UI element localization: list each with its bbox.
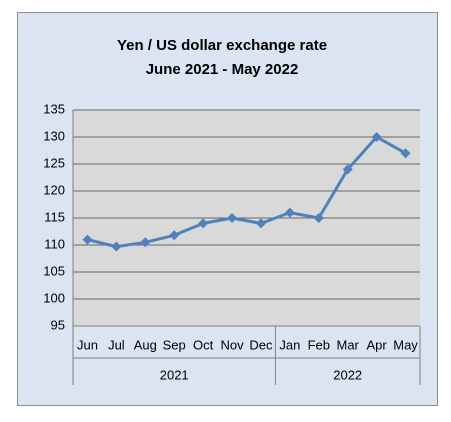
y-tick-label: 130 xyxy=(43,128,65,143)
data-point xyxy=(82,234,93,245)
x-tick-label: May xyxy=(393,337,418,352)
data-point xyxy=(140,237,151,248)
data-point xyxy=(227,213,238,223)
y-tick-label: 135 xyxy=(43,101,65,116)
y-tick-label: 100 xyxy=(43,290,65,305)
x-tick-label: Feb xyxy=(308,337,330,352)
data-point xyxy=(284,207,295,218)
y-tick-label: 115 xyxy=(44,209,65,224)
data-point xyxy=(169,230,180,241)
data-point xyxy=(400,148,411,159)
data-point xyxy=(198,218,209,229)
x-tick-label: Jul xyxy=(108,337,125,352)
group-label: 2022 xyxy=(333,367,362,382)
chart-title: Yen / US dollar exchange rate xyxy=(117,37,327,54)
data-point xyxy=(313,213,324,223)
x-tick-label: Mar xyxy=(337,337,360,352)
y-tick-label: 110 xyxy=(44,236,65,251)
x-tick-label: Sep xyxy=(163,337,186,352)
y-tick-label: 120 xyxy=(43,182,65,197)
series-line xyxy=(87,135,407,249)
x-tick-label: Jan xyxy=(279,337,300,352)
y-tick-label: 105 xyxy=(43,263,65,278)
group-label: 2021 xyxy=(160,367,189,382)
chart-subtitle: June 2021 - May 2022 xyxy=(146,61,299,78)
y-tick-label: 125 xyxy=(43,155,65,170)
x-tick-label: Oct xyxy=(193,337,214,352)
x-tick-label: Nov xyxy=(220,337,244,352)
y-tick-label: 95 xyxy=(51,317,65,332)
data-point xyxy=(371,132,382,142)
x-tick-label: Apr xyxy=(367,337,388,352)
x-tick-label: Jun xyxy=(77,337,98,352)
x-tick-label: Dec xyxy=(249,337,273,352)
data-point xyxy=(342,164,353,175)
data-point xyxy=(111,241,122,252)
x-tick-label: Aug xyxy=(134,337,157,352)
data-point xyxy=(255,218,266,229)
